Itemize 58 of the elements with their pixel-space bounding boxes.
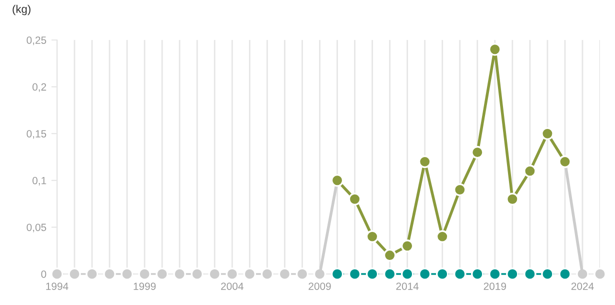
point (383, 248, 396, 262)
point (524, 268, 536, 280)
point (68, 268, 81, 280)
point (470, 146, 484, 159)
point (190, 268, 204, 280)
point (418, 155, 432, 168)
point (488, 268, 502, 280)
point (524, 164, 536, 178)
point (156, 268, 168, 280)
point (348, 192, 362, 206)
point (226, 268, 239, 280)
point (558, 155, 572, 168)
y-tick-label: 0 (41, 270, 46, 278)
point (138, 268, 151, 280)
point (278, 268, 292, 280)
point (50, 268, 64, 280)
x-tick-label: 2004 (221, 282, 244, 290)
y-axis-title: (kg) (12, 4, 30, 16)
point (453, 268, 466, 280)
point (506, 268, 519, 280)
point (594, 268, 606, 280)
x-tick-label: 2019 (484, 282, 506, 290)
point (173, 268, 186, 280)
point (330, 268, 344, 280)
point (400, 268, 414, 280)
y-tick-label: 0,2 (32, 83, 46, 92)
y-tick-label: 0,05 (26, 224, 46, 232)
point (436, 268, 449, 280)
x-tick-label: 2014 (396, 282, 419, 290)
point (103, 268, 116, 280)
point (400, 240, 414, 252)
point (541, 127, 554, 140)
point (330, 174, 344, 187)
point (436, 230, 449, 243)
point (296, 268, 309, 280)
x-tick-label: 1994 (46, 282, 68, 290)
point (418, 268, 432, 280)
point (470, 268, 484, 280)
point (453, 183, 466, 196)
point (506, 192, 519, 206)
point (260, 268, 274, 280)
y-tick-label: 0,25 (26, 36, 46, 46)
point (366, 268, 379, 280)
y-tick-label: 0,1 (32, 176, 46, 186)
point (208, 268, 222, 280)
point (488, 42, 502, 56)
x-tick-label: 1999 (134, 282, 156, 290)
point (86, 268, 98, 280)
point (558, 268, 572, 280)
y-tick-label: 0,15 (26, 130, 46, 139)
point (243, 268, 256, 280)
x-tick-label: 2009 (308, 282, 331, 290)
point (120, 268, 134, 280)
point (366, 230, 379, 243)
x-tick-label: 2024 (571, 282, 594, 290)
point (383, 268, 396, 280)
point (348, 268, 362, 280)
point (541, 268, 554, 280)
